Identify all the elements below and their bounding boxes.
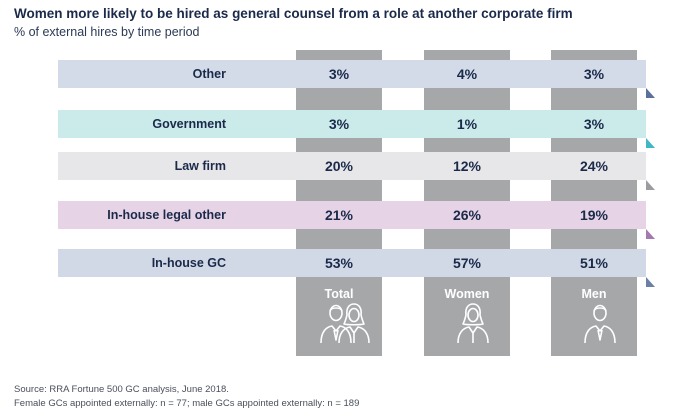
value-cell: 3%	[328, 66, 350, 82]
man-icon	[584, 304, 616, 344]
row-fold-corner	[646, 180, 655, 190]
column-header-men: Men	[581, 287, 607, 301]
column-header-total: Total	[324, 287, 354, 301]
value-cell: 19%	[579, 207, 609, 223]
row-label: Other	[192, 67, 226, 81]
row-fold-corner	[646, 88, 655, 98]
row-band	[58, 201, 646, 229]
two-people-icon	[320, 303, 370, 344]
value-cell: 12%	[452, 158, 482, 174]
value-cell: 1%	[456, 116, 478, 132]
column-header-women: Women	[444, 287, 490, 301]
value-cell: 3%	[583, 116, 605, 132]
woman-icon	[457, 303, 489, 344]
row-band	[58, 60, 646, 88]
value-cell: 53%	[324, 255, 354, 271]
row-band	[58, 249, 646, 277]
value-cell: 3%	[583, 66, 605, 82]
chart-title: Women more likely to be hired as general…	[14, 6, 573, 21]
row-label: Law firm	[174, 159, 226, 173]
chart-subtitle: % of external hires by time period	[14, 25, 200, 39]
value-cell: 26%	[452, 207, 482, 223]
value-cell: 57%	[452, 255, 482, 271]
sample-size-note: Female GCs appointed externally: n = 77;…	[14, 398, 360, 409]
value-cell: 3%	[328, 116, 350, 132]
row-band	[58, 110, 646, 138]
row-label: In-house GC	[151, 256, 226, 270]
row-band	[58, 152, 646, 180]
row-label: Government	[152, 117, 226, 131]
value-cell: 24%	[579, 158, 609, 174]
value-cell: 21%	[324, 207, 354, 223]
value-cell: 20%	[324, 158, 354, 174]
value-cell: 4%	[456, 66, 478, 82]
source-note: Source: RRA Fortune 500 GC analysis, Jun…	[14, 384, 229, 395]
value-cell: 51%	[579, 255, 609, 271]
row-fold-corner	[646, 229, 655, 239]
row-fold-corner	[646, 277, 655, 287]
row-fold-corner	[646, 138, 655, 148]
row-label: In-house legal other	[107, 208, 226, 222]
